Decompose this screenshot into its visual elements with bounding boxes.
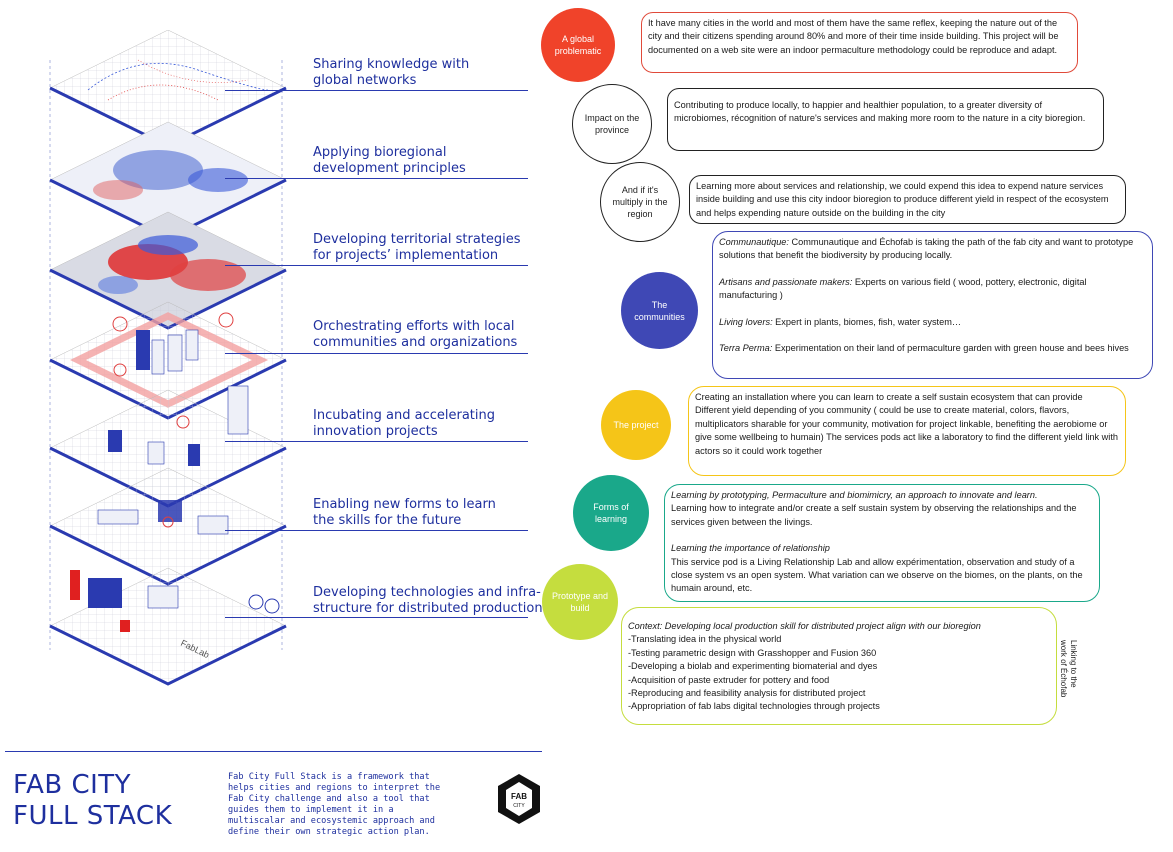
prototype-box: Context: Developing local production ski… [621,607,1057,725]
global-problematic-circle: A global problematic [541,8,615,82]
communities-p3: Living lovers: Expert in plants, biomes,… [719,316,962,327]
project-label: The project [613,420,659,430]
layer-label-6: Enabling new forms to learn the skills f… [313,497,496,528]
global-problematic-text: It have many cities in the world and mos… [648,18,1059,55]
prototype-line-6: -Appropriation of fab labs digital techn… [628,701,880,712]
side-note-text: Linking to the work of Échofab [1059,640,1078,698]
layer-label-1: Sharing knowledge with global networks [313,57,470,88]
multiply-label: And if it's multiply in the region [612,185,668,219]
layer-bioregional [49,121,287,240]
prototype-line-2: -Testing parametric design with Grasshop… [628,647,877,658]
multiply-box: Learning more about services and relatio… [689,175,1126,224]
impact-text: Contributing to produce locally, to happ… [674,100,1086,124]
layer-rule-2 [225,178,528,179]
multiply-text: Learning more about services and relatio… [696,181,1109,218]
communities-box: Communautique: Communautique and Échofab… [712,231,1153,379]
layer-communities [49,301,287,420]
multiply-circle: And if it's multiply in the region [600,162,680,242]
footer-rule [5,751,542,752]
layer-rule-6 [225,530,528,531]
brand-description: Fab City Full Stack is a framework that … [228,772,441,837]
layer-rule-1 [225,90,528,91]
communities-p1: Communautique: Communautique and Échofab… [719,237,1134,261]
layer-rule-4 [225,353,528,354]
communities-label: The communities [634,299,685,322]
learning-box: Learning by prototyping, Permaculture an… [664,484,1100,602]
prototype-line-5: -Reproducing and feasibility analysis fo… [628,688,866,699]
communities-p4: Terra Perma: Experimentation on their la… [719,343,1129,354]
prototype-context: Context: Developing local production ski… [628,621,981,631]
prototype-line-3: -Developing a biolab and experimenting b… [628,661,878,672]
layer-learning [49,467,287,586]
project-circle: The project [601,390,671,460]
learning-text-1: Learning how to integrate and/or create … [671,503,1077,527]
layer-label-5: Incubating and accelerating innovation p… [313,408,495,439]
impact-box: Contributing to produce locally, to happ… [667,88,1104,151]
fab-city-stack-illustration: FabLab [49,30,287,686]
learning-heading-2: Learning the importance of relationship [671,543,830,554]
fab-city-logo: FAB CITY [498,774,540,824]
layer-label-3: Developing territorial strategies for pr… [313,232,521,263]
project-text: Creating an installation where you can l… [695,392,1119,456]
layer-rule-5 [225,441,528,442]
logo-text-fab: FAB [511,792,527,801]
logo-text-city: CITY [513,803,525,809]
layer-production: FabLab [49,567,287,686]
layer-territorial [49,211,287,330]
brand-title: FAB CITY FULL STACK [13,770,173,831]
learning-text-2: This service pod is a Living Relationshi… [671,556,1083,594]
prototype-line-4: -Acquisition of paste extruder for potte… [628,674,830,685]
learning-label: Forms of learning [593,502,629,524]
impact-label: Impact on the province [584,113,640,135]
communities-circle: The communities [621,272,698,349]
prototype-line-1: -Translating idea in the physical world [628,634,782,645]
communities-p2: Artisans and passionate makers: Experts … [719,276,1087,301]
learning-circle: Forms of learning [573,475,649,551]
prototype-label: Prototype and build [551,591,609,613]
side-note: Linking to the work of Échofab [1056,640,1078,700]
global-problematic-box: It have many cities in the world and mos… [641,12,1078,73]
layer-label-7: Developing technologies and infra- struc… [313,585,543,616]
prototype-circle: Prototype and build [542,564,618,640]
layer-rule-7 [225,617,528,618]
global-problematic-label: A global problematic [554,34,602,56]
layer-rule-3 [225,265,528,266]
learning-heading-1: Learning by prototyping, Permaculture an… [671,490,1038,500]
layer-label-2: Applying bioregional development princip… [313,145,466,176]
impact-circle: Impact on the province [572,84,652,164]
project-box: Creating an installation where you can l… [688,386,1126,476]
layer-label-4: Orchestrating efforts with local communi… [313,319,518,350]
